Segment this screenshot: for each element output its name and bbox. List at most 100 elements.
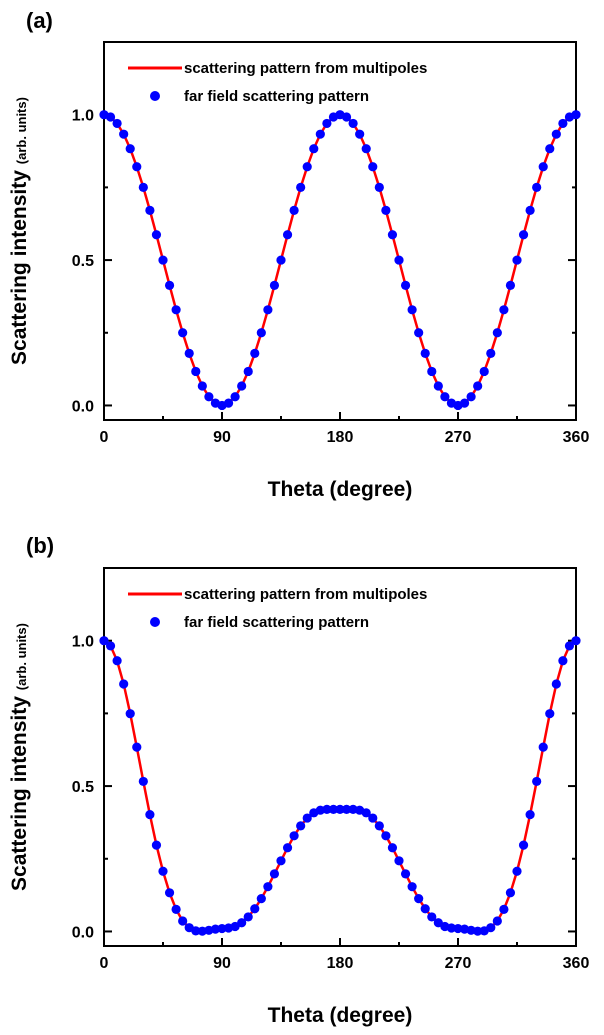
panel-b-far-field-point	[564, 641, 575, 651]
panel-b-far-field-point	[571, 636, 581, 646]
panel-b-far-field-point	[558, 656, 568, 666]
panel-a-far-field-point	[368, 162, 378, 172]
panel-b-far-field-point	[151, 840, 162, 850]
panel-b-x-tick-label-0: 0	[100, 955, 109, 972]
panel-a-ticks: 0 90 180 270 360 0.0 0.5 1.0	[72, 108, 590, 446]
panel-b-far-field-point	[499, 904, 509, 914]
panel-a-legend-far-field: far field scattering pattern	[184, 88, 369, 105]
panel-b-far-field-point	[518, 840, 529, 850]
panel-a-far-field-point	[407, 305, 417, 315]
panel-a-far-field-point	[250, 348, 260, 359]
panel-b-far-field-point	[302, 813, 312, 823]
panel-a-far-field-point	[151, 230, 162, 240]
panel-a-far-field-point	[414, 328, 424, 338]
panel-a-far-field-point	[315, 129, 325, 139]
panel-b-far-field-point	[400, 869, 411, 879]
panel-a-far-field-point	[263, 305, 273, 315]
panel-a-far-field-point	[276, 255, 286, 265]
panel-a-multipoles-line	[103, 113, 577, 407]
panel-b-far-field-point	[387, 843, 398, 853]
panel-a-far-field-point	[223, 398, 234, 408]
panel-a-far-field-point	[420, 348, 430, 359]
panel-a-far-field-point	[112, 118, 122, 129]
panel-b-far-field-point	[545, 709, 555, 719]
panel-b-y-tick-label-1: 0.5	[72, 779, 94, 796]
panel-a-far-field-point	[486, 348, 496, 359]
panel-b-far-field-point	[341, 804, 352, 814]
panel-b-curves	[103, 639, 577, 933]
panel-a-x-tick-label-2: 180	[327, 429, 354, 446]
panel-b-far-field-point	[322, 804, 332, 814]
panel-a-legend: scattering pattern from multipoles far f…	[128, 60, 427, 105]
panel-b-x-tick-label-1: 90	[213, 955, 231, 972]
panel-b: (b) Scattering intensity (arb. units) Th…	[8, 533, 589, 1027]
panel-b-x-axis-title: Theta (degree)	[268, 1004, 413, 1027]
panel-a-far-field-point	[256, 328, 266, 338]
panel-b-far-field-point	[269, 869, 280, 879]
panel-a-far-field-point	[394, 255, 404, 265]
panel-b-y-tick-label-0: 0.0	[72, 924, 94, 941]
panel-b-far-field-point	[368, 813, 378, 823]
panel-b-far-field-point	[138, 776, 148, 787]
panel-b-far-field-point	[374, 821, 384, 831]
panel-a-far-field-point	[269, 280, 280, 290]
panel-a-far-field-point	[348, 118, 358, 129]
panel-b-far-field-point	[335, 804, 345, 814]
panel-b-far-field-point	[296, 821, 306, 831]
panel-a-far-field-point	[138, 182, 148, 192]
panel-a-far-field-point	[361, 144, 371, 154]
panel-a-far-field-point	[479, 366, 489, 377]
panel-a-far-field-point	[525, 205, 535, 215]
panel-b-far-field-point	[263, 882, 273, 892]
panel-a-far-field-point	[545, 144, 555, 154]
panel-a-far-field-point	[381, 205, 391, 215]
panel-a-far-field-point	[538, 162, 548, 172]
panel-a-legend-dot-swatch	[150, 91, 160, 101]
panel-b-far-field-point	[158, 866, 168, 876]
panel-b-x-tick-label-2: 180	[327, 955, 354, 972]
panel-b-far-field-point	[243, 912, 253, 922]
panel-b-far-field-point	[407, 882, 417, 892]
panel-b-legend-far-field: far field scattering pattern	[184, 614, 369, 631]
panel-a-far-field-point	[289, 205, 299, 215]
panel-a-far-field-point	[558, 118, 568, 129]
panel-b-far-field-point	[512, 866, 522, 876]
panel-a-far-field-point	[355, 129, 365, 139]
panel-b-legend: scattering pattern from multipoles far f…	[128, 586, 427, 631]
panel-b-far-field-point	[505, 888, 516, 898]
panel-a-far-field-point	[296, 182, 306, 192]
panel-b-far-field-point	[105, 641, 116, 651]
panel-b-multipoles-line	[103, 639, 577, 933]
panel-b-legend-dot-swatch	[150, 617, 160, 627]
panel-a-y-tick-label-1: 0.5	[72, 253, 94, 270]
panel-a-y-tick-label-0: 0.0	[72, 398, 94, 415]
panel-a-curves	[103, 113, 577, 407]
panel-a-legend-multipoles: scattering pattern from multipoles	[184, 60, 427, 77]
panel-b-far-field-point	[532, 776, 542, 787]
panel-a-y-tick-label-2: 1.0	[72, 108, 94, 125]
panel-a-far-field-point	[119, 129, 129, 139]
panel-b-far-field-point	[250, 904, 260, 914]
panel-a-far-field-point	[237, 381, 247, 391]
panel-b-far-field-point	[125, 709, 135, 719]
panel-a-far-field-point	[178, 328, 188, 338]
panel-a-far-field-point	[197, 381, 207, 391]
panel-b-far-field-point	[112, 656, 122, 666]
panel-b-far-field-point	[132, 742, 142, 752]
panel-a-far-field-point	[125, 144, 135, 154]
panel-a-far-field-point	[433, 381, 443, 391]
panel-b-far-field-point	[276, 856, 286, 866]
panel-b-legend-multipoles: scattering pattern from multipoles	[184, 586, 427, 603]
panel-b-far-field-point	[551, 679, 561, 689]
panel-a-far-field-point	[505, 280, 516, 290]
panel-a-far-field-point	[158, 255, 168, 265]
panel-b-y-tick-label-2: 1.0	[72, 634, 94, 651]
panel-b-ticks: 0 90 180 270 360 0.0 0.5 1.0	[72, 634, 590, 972]
panel-b-far-field-point	[394, 856, 404, 866]
panel-b-x-tick-label-4: 360	[563, 955, 590, 972]
panel-a-far-field-point	[387, 230, 398, 240]
panel-b-far-field-point	[164, 888, 175, 898]
panel-b-far-field-point	[289, 831, 299, 841]
panel-a-far-field-point	[466, 392, 476, 402]
